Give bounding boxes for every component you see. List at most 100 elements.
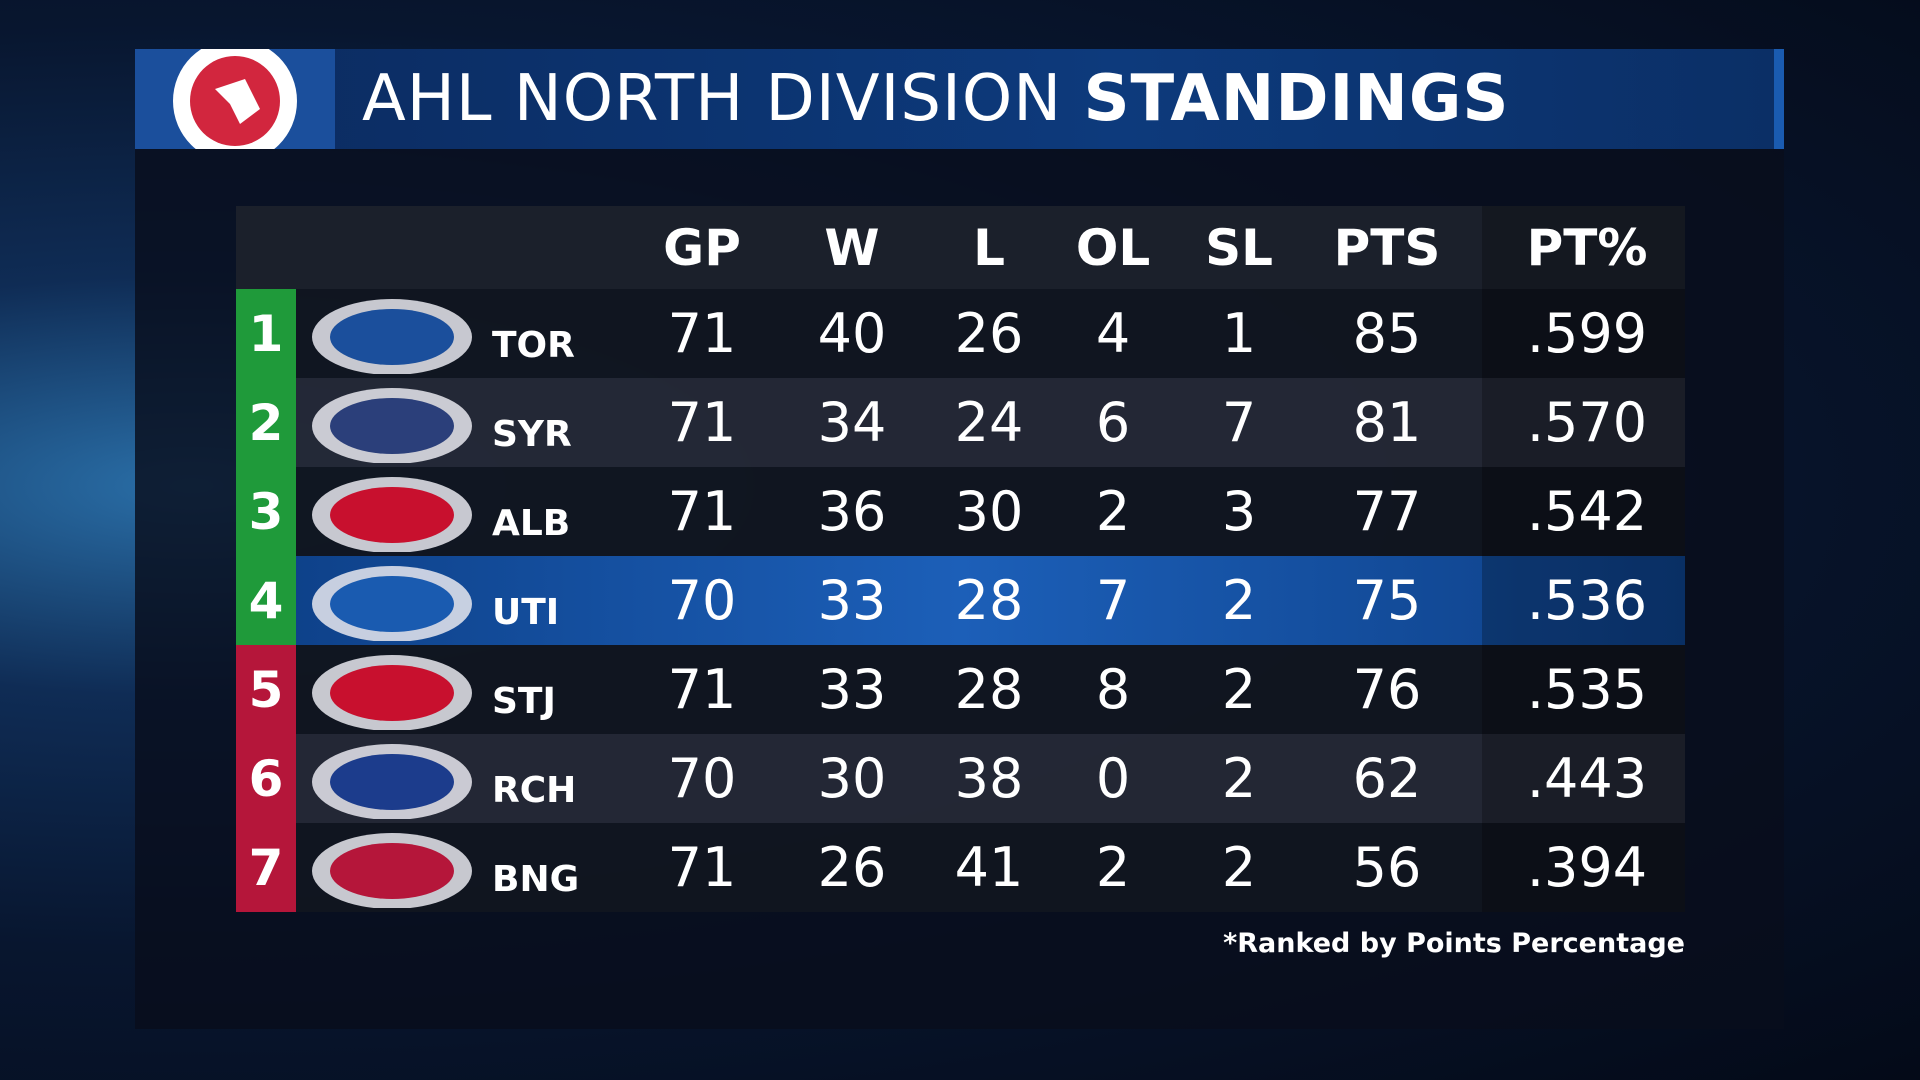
stat-cell: 0 — [1095, 747, 1131, 810]
team-logo — [312, 566, 472, 641]
stat-cell: 26 — [954, 302, 1024, 365]
team-abbr: BNG — [492, 859, 580, 900]
team-logo — [312, 655, 472, 730]
stat-cell: 2 — [1221, 658, 1257, 721]
stat-cell: 28 — [954, 658, 1024, 721]
stat-cell: 81 — [1352, 391, 1422, 454]
column-header: OL — [1075, 218, 1151, 277]
stat-cell: 77 — [1352, 480, 1422, 543]
stat-cell: 33 — [817, 658, 887, 721]
stat-cell: 24 — [954, 391, 1024, 454]
column-header: GP — [663, 218, 741, 277]
pct-column-bg — [1482, 556, 1685, 645]
pct-column-bg — [1482, 467, 1685, 556]
stat-cell: 3 — [1221, 480, 1257, 543]
stat-cell: 2 — [1095, 836, 1131, 899]
title: AHL NORTH DIVISION STANDINGS — [362, 49, 1509, 149]
stat-cell: 71 — [667, 836, 737, 899]
column-header: SL — [1205, 218, 1273, 277]
stat-cell: 75 — [1352, 569, 1422, 632]
team-logo — [312, 477, 472, 552]
stat-cell: 56 — [1352, 836, 1422, 899]
stat-cell: 62 — [1352, 747, 1422, 810]
rank: 1 — [236, 289, 296, 378]
team-row: 7 BNG 71 26 41 2 2 56 .394 — [236, 823, 1685, 912]
team-row: 2 SYR 71 34 24 6 7 81 .570 — [236, 378, 1685, 467]
stat-cell: .536 — [1526, 569, 1648, 632]
team-logo — [312, 388, 472, 463]
stat-cell: 2 — [1221, 747, 1257, 810]
team-abbr: STJ — [492, 681, 556, 722]
team-abbr: ALB — [492, 503, 571, 544]
pct-column-bg — [1482, 734, 1685, 823]
title-light: AHL NORTH DIVISION — [362, 62, 1063, 136]
team-row: 3 ALB 71 36 30 2 3 77 .542 — [236, 467, 1685, 556]
rank: 7 — [236, 823, 296, 912]
stat-cell: 40 — [817, 302, 887, 365]
stat-cell: .443 — [1526, 747, 1648, 810]
stat-cell: 2 — [1095, 480, 1131, 543]
stat-cell: .542 — [1526, 480, 1648, 543]
pct-column-bg — [1482, 206, 1685, 289]
stat-cell: 85 — [1352, 302, 1422, 365]
stat-cell: 34 — [817, 391, 887, 454]
pct-column-bg — [1482, 645, 1685, 734]
stat-cell: 30 — [817, 747, 887, 810]
stat-cell: 4 — [1095, 302, 1131, 365]
stat-cell: 7 — [1095, 569, 1131, 632]
rank: 6 — [236, 734, 296, 823]
rank: 3 — [236, 467, 296, 556]
rank: 2 — [236, 378, 296, 467]
stat-cell: 8 — [1095, 658, 1131, 721]
stat-cell: 71 — [667, 658, 737, 721]
stat-cell: .535 — [1526, 658, 1648, 721]
team-row: 5 STJ 71 33 28 8 2 76 .535 — [236, 645, 1685, 734]
stat-cell: 26 — [817, 836, 887, 899]
header-bar — [135, 49, 1784, 149]
stat-cell: .599 — [1526, 302, 1648, 365]
team-logo — [312, 744, 472, 819]
team-row: 1 TOR 71 40 26 4 1 85 .599 — [236, 289, 1685, 378]
pct-column-bg — [1482, 289, 1685, 378]
stat-cell: .570 — [1526, 391, 1648, 454]
stat-cell: .394 — [1526, 836, 1648, 899]
stat-cell: 76 — [1352, 658, 1422, 721]
stat-cell: 7 — [1221, 391, 1257, 454]
stat-cell: 38 — [954, 747, 1024, 810]
team-logo — [312, 833, 472, 908]
title-bold: STANDINGS — [1083, 62, 1510, 136]
league-logo — [135, 49, 335, 149]
stat-cell: 2 — [1221, 569, 1257, 632]
rank: 4 — [236, 556, 296, 645]
team-row: 6 RCH 70 30 38 0 2 62 .443 — [236, 734, 1685, 823]
column-header: PT% — [1526, 218, 1648, 277]
stat-cell: 71 — [667, 302, 737, 365]
team-abbr: SYR — [492, 414, 572, 455]
pct-column-bg — [1482, 378, 1685, 467]
stat-cell: 1 — [1221, 302, 1257, 365]
stat-cell: 33 — [817, 569, 887, 632]
column-header: PTS — [1333, 218, 1441, 277]
team-abbr: TOR — [492, 325, 575, 366]
team-row: 4 UTI 70 33 28 7 2 75 .536 — [236, 556, 1685, 645]
rank: 5 — [236, 645, 296, 734]
team-logo — [312, 299, 472, 374]
team-abbr: UTI — [492, 592, 560, 633]
standings-table: GP W L OL SL PTS PT% 1 TOR 71 40 26 4 1 85.599 2 SYR 71 34… — [236, 206, 1685, 912]
stat-cell: 6 — [1095, 391, 1131, 454]
stat-cell: 71 — [667, 391, 737, 454]
stat-cell: 2 — [1221, 836, 1257, 899]
stat-cell: 36 — [817, 480, 887, 543]
stat-cell: 70 — [667, 569, 737, 632]
column-header: W — [824, 218, 880, 277]
stat-cell: 30 — [954, 480, 1024, 543]
team-abbr: RCH — [492, 770, 577, 811]
stat-cell: 71 — [667, 480, 737, 543]
header-row: GP W L OL SL PTS PT% — [236, 206, 1685, 289]
stat-cell: 41 — [954, 836, 1024, 899]
column-header: L — [973, 218, 1005, 277]
pct-column-bg — [1482, 823, 1685, 912]
stat-cell: 70 — [667, 747, 737, 810]
footnote: *Ranked by Points Percentage — [1223, 928, 1685, 959]
